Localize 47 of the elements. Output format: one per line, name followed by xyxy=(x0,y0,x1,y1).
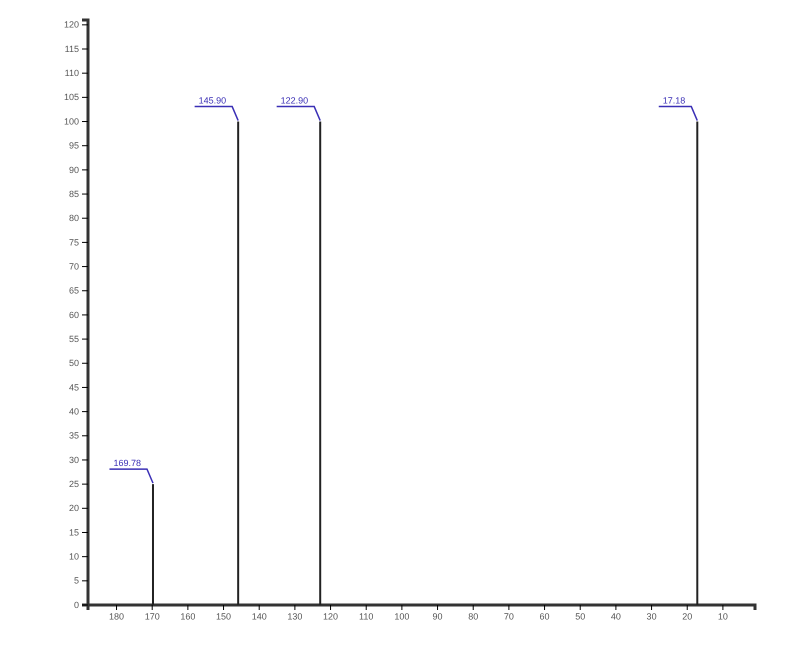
x-tick-label: 50 xyxy=(575,611,586,622)
y-tick-label: 120 xyxy=(64,20,79,30)
x-tick-label: 30 xyxy=(646,611,657,622)
x-tick-label: 20 xyxy=(682,611,692,622)
x-tick-label: 170 xyxy=(144,611,160,622)
y-tick-label: 40 xyxy=(68,406,79,416)
y-tick-label: 5 xyxy=(74,576,79,586)
y-tick-label: 90 xyxy=(68,164,79,175)
y-tick-label: 115 xyxy=(64,44,79,54)
annotation: 145.90 xyxy=(198,96,226,106)
y-tick-label: 110 xyxy=(64,68,79,78)
y-tick-label: 15 xyxy=(68,527,79,538)
x-tick-label: 70 xyxy=(504,611,514,622)
y-tick-label: 20 xyxy=(68,503,79,514)
y-tick-label: 60 xyxy=(68,310,79,320)
y-tick-label: 65 xyxy=(68,286,79,296)
y-tick-label: 75 xyxy=(68,237,79,248)
x-tick-label: 40 xyxy=(610,611,621,622)
x-tick-label: 160 xyxy=(180,611,196,622)
x-tick-label: 120 xyxy=(323,611,338,622)
x-tick-label: 60 xyxy=(540,611,550,622)
annotation: 17.18 xyxy=(662,96,686,106)
x-tick-label: 80 xyxy=(468,611,478,622)
y-tick-label: 70 xyxy=(68,261,79,272)
y-tick-label: 105 xyxy=(64,92,79,102)
annotation: 122.90 xyxy=(280,96,308,106)
x-tick-label: 140 xyxy=(252,611,267,622)
y-tick-label: 0 xyxy=(74,600,79,610)
y-tick-label: 30 xyxy=(68,454,79,465)
y-tick-label: 10 xyxy=(68,552,79,562)
y-tick-label: 55 xyxy=(68,334,79,344)
x-tick-label: 130 xyxy=(287,611,302,622)
y-tick-label: 25 xyxy=(68,479,79,490)
x-tick-label: 110 xyxy=(359,611,374,622)
y-tick-label: 100 xyxy=(64,116,79,126)
y-tick-label: 80 xyxy=(68,213,79,224)
x-tick-label: 10 xyxy=(718,611,728,622)
x-tick-label: 150 xyxy=(216,611,232,622)
annotation: 169.78 xyxy=(113,458,141,468)
x-tick-label: 90 xyxy=(432,611,443,622)
y-tick-label: 45 xyxy=(68,382,79,392)
y-tick-label: 50 xyxy=(68,358,79,368)
x-tick-label: 180 xyxy=(109,611,124,622)
y-tick-label: 95 xyxy=(68,140,79,151)
y-tick-label: 35 xyxy=(68,430,79,441)
y-tick-label: 85 xyxy=(68,188,79,199)
x-tick-label: 100 xyxy=(394,611,410,622)
